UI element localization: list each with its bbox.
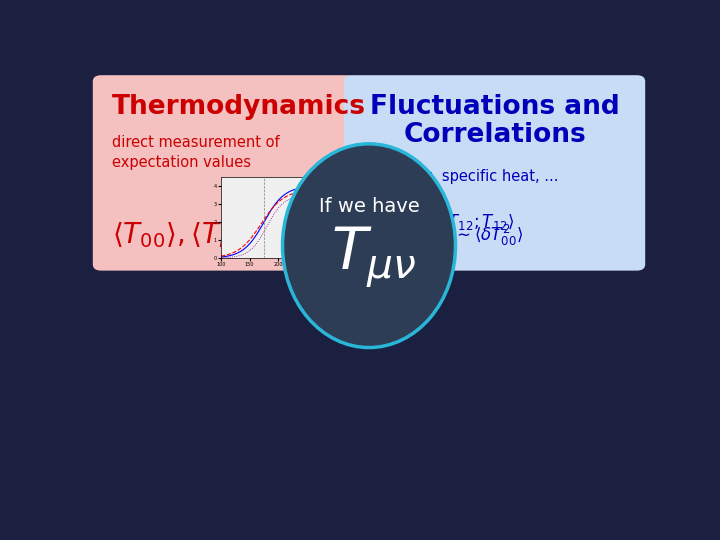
Text: viscosity, specific heat, ...: viscosity, specific heat, ... [369,168,559,184]
FancyBboxPatch shape [344,75,645,271]
FancyBboxPatch shape [93,75,355,271]
Text: If we have: If we have [319,198,419,217]
Text: Fluctuations and
Correlations: Fluctuations and Correlations [369,94,619,148]
Text: direct measurement of
expectation values: direct measurement of expectation values [112,136,280,170]
Text: $c_V \sim \langle \delta T_{00}^2\rangle$: $c_V \sim \langle \delta T_{00}^2\rangle… [436,222,523,248]
Ellipse shape [282,144,456,348]
Text: Thermodynamics: Thermodynamics [112,94,366,120]
Text: $T_{\mu\nu}$: $T_{\mu\nu}$ [330,225,416,291]
Text: $\langle T_{00}\rangle, \langle T_{ii}\rangle$: $\langle T_{00}\rangle, \langle T_{ii}\r… [112,220,240,250]
Text: $\eta = \int_0^{\infty} dt\langle T_{12}; T_{12}\rangle$: $\eta = \int_0^{\infty} dt\langle T_{12}… [369,206,514,239]
